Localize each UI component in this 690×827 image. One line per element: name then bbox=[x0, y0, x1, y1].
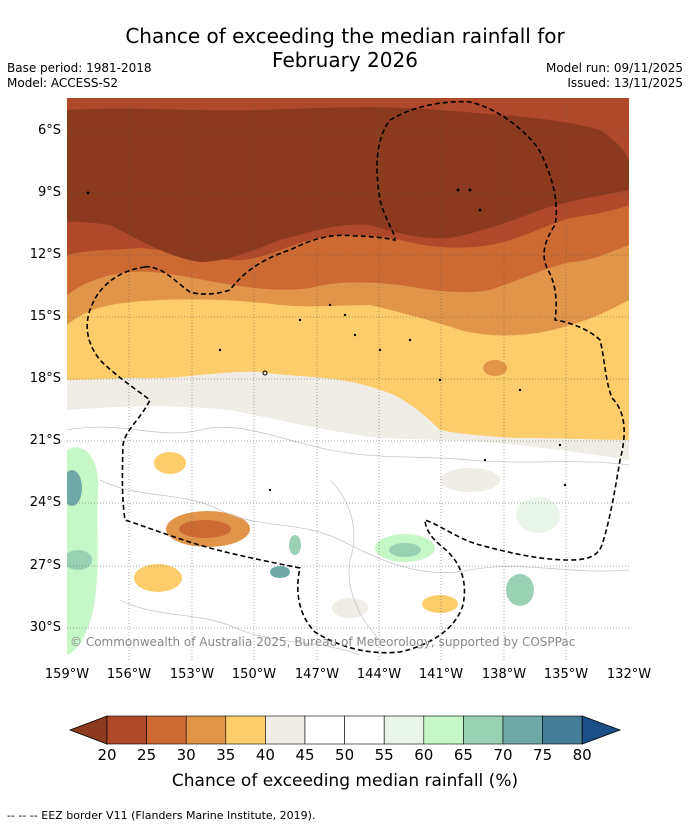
map-field bbox=[67, 98, 629, 660]
meta-right: Model run: 09/11/2025 Issued: 13/11/2025 bbox=[546, 61, 683, 91]
colorbar-tick-label: 70 bbox=[493, 746, 513, 764]
colorbar-tick-label: 55 bbox=[374, 746, 394, 764]
map-title: Chance of exceeding the median rainfall … bbox=[0, 24, 690, 72]
patch-dry-4 bbox=[483, 360, 507, 376]
colorbar bbox=[68, 715, 622, 745]
colorbar-tick-label: 20 bbox=[97, 746, 117, 764]
colorbar-segment bbox=[502, 715, 543, 745]
lat-label: 27°S bbox=[29, 558, 61, 573]
contour-lines bbox=[67, 426, 629, 656]
lat-label: 30°S bbox=[29, 620, 61, 635]
model-name: Model: ACCESS-S2 bbox=[7, 76, 119, 90]
colorbar-segment bbox=[185, 715, 227, 745]
colorbar-tick-label: 80 bbox=[572, 746, 592, 764]
patch-wet-4 bbox=[270, 566, 290, 578]
colorbar-segment bbox=[423, 715, 464, 745]
lat-label: 12°S bbox=[29, 247, 61, 262]
lon-label: 144°W bbox=[356, 667, 402, 682]
colorbar-tick-label: 30 bbox=[176, 746, 196, 764]
patch-wet-2 bbox=[516, 497, 560, 533]
patch-wet-3 bbox=[506, 574, 534, 606]
lat-label: 15°S bbox=[29, 309, 61, 324]
islands bbox=[86, 188, 567, 492]
lat-label: 21°S bbox=[29, 433, 61, 448]
patch-dry-2 bbox=[134, 564, 182, 592]
colorbar-tick-label: 45 bbox=[295, 746, 315, 764]
colorbar-extend-low bbox=[68, 715, 108, 745]
lon-label: 135°W bbox=[543, 667, 589, 682]
colorbar-tick-label: 25 bbox=[137, 746, 157, 764]
copyright-notice: © Commonwealth of Australia 2025, Bureau… bbox=[70, 635, 576, 649]
colorbar-segment bbox=[304, 715, 345, 745]
patch-wet-west-inner2 bbox=[67, 550, 92, 570]
eez-border-west bbox=[86, 100, 625, 654]
band-below-20 bbox=[67, 107, 629, 262]
lon-label: 132°W bbox=[606, 667, 652, 682]
patch-dry-3 bbox=[422, 595, 458, 613]
patch-wet-west-inner bbox=[67, 470, 82, 506]
colorbar-tick-label: 75 bbox=[533, 746, 553, 764]
colorbar-segment bbox=[463, 715, 504, 745]
eez-border bbox=[86, 100, 625, 654]
lon-label: 147°W bbox=[294, 667, 340, 682]
lat-label: 9°S bbox=[37, 185, 61, 200]
lon-label: 150°W bbox=[231, 667, 277, 682]
colorbar-segment bbox=[106, 715, 147, 745]
colorbar-segment bbox=[265, 715, 306, 745]
lon-label: 141°W bbox=[418, 667, 464, 682]
issued-date: Issued: 13/11/2025 bbox=[567, 76, 683, 90]
colorbar-tick-label: 35 bbox=[216, 746, 236, 764]
lat-label: 24°S bbox=[29, 495, 61, 510]
lon-label: 138°W bbox=[481, 667, 527, 682]
patch-wet-1-inner bbox=[389, 543, 421, 557]
lat-label: 6°S bbox=[37, 123, 61, 138]
colorbar-segment bbox=[542, 715, 583, 745]
lon-label: 153°W bbox=[169, 667, 215, 682]
lon-label: 159°W bbox=[44, 667, 90, 682]
patch-dry-center-inner bbox=[179, 520, 231, 538]
colorbar-segment bbox=[344, 715, 385, 745]
colorbar-title: Chance of exceeding median rainfall (%) bbox=[171, 771, 519, 791]
graticule bbox=[67, 98, 629, 660]
colorbar-tick-label: 60 bbox=[414, 746, 434, 764]
colorbar-tick-label: 65 bbox=[453, 746, 473, 764]
model-run: Model run: 09/11/2025 bbox=[545, 61, 683, 75]
colorbar-extend-high bbox=[581, 715, 622, 745]
map-title-line1: Chance of exceeding the median rainfall … bbox=[125, 24, 565, 48]
base-period: Base period: 1981-2018 bbox=[7, 61, 152, 75]
colorbar-tick-label: 50 bbox=[335, 746, 355, 764]
colorbar-segment bbox=[383, 715, 425, 745]
colorbar-segment bbox=[225, 715, 266, 745]
patch-neutral-1 bbox=[332, 598, 368, 618]
eez-legend: -- -- -- EEZ border V11 (Flanders Marine… bbox=[7, 809, 316, 822]
patch-neutral-2 bbox=[440, 468, 500, 492]
lon-label: 156°W bbox=[106, 667, 152, 682]
lat-label: 18°S bbox=[29, 371, 61, 386]
colorbar-segment bbox=[146, 715, 187, 745]
meta-left: Base period: 1981-2018 Model: ACCESS-S2 bbox=[7, 61, 152, 91]
patch-wet-5 bbox=[289, 535, 301, 555]
patch-dry-1 bbox=[154, 452, 186, 474]
colorbar-tick-label: 40 bbox=[255, 746, 275, 764]
map-title-line2: February 2026 bbox=[272, 48, 418, 72]
